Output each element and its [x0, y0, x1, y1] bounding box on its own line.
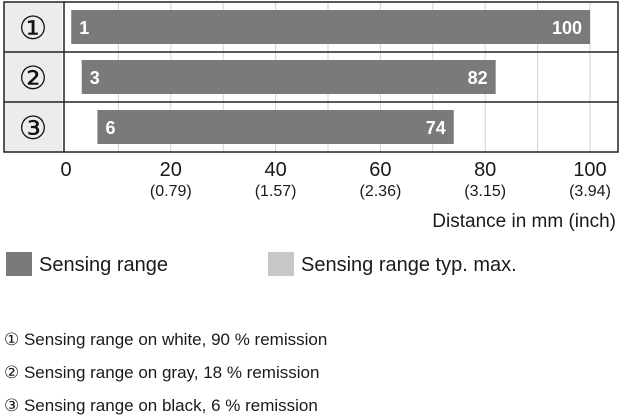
bar-1: [71, 10, 591, 44]
bar-3: [97, 110, 454, 144]
bar-end-label-3: 74: [426, 118, 446, 138]
footnote-white: ① Sensing range on white, 90 % remission: [4, 330, 328, 349]
legend-swatch-2: [268, 252, 294, 276]
bar-start-label-1: 1: [79, 18, 89, 38]
x-tick-label: 20: [160, 159, 182, 181]
x-tick-label: 100: [573, 159, 606, 181]
legend-label-1: Sensing range: [39, 254, 168, 276]
bar-end-label-2: 82: [468, 68, 488, 88]
x-tick-sublabel: (3.94): [569, 183, 611, 200]
x-tick-label: 40: [264, 159, 286, 181]
chart-frame: [3, 1, 619, 153]
row-label-2: ②: [19, 60, 48, 96]
x-tick-sublabel: (1.57): [255, 183, 297, 200]
legend-swatch-1: [6, 252, 32, 276]
x-tick-label: 80: [474, 159, 496, 181]
x-axis-title: Distance in mm (inch): [432, 211, 616, 232]
footnote-gray: ② Sensing range on gray, 18 % remission: [4, 363, 320, 382]
legend-label-2: Sensing range typ. max.: [301, 254, 517, 276]
row-label-1: ①: [19, 10, 48, 46]
row-label-column: [4, 2, 62, 152]
x-tick-label: 60: [369, 159, 391, 181]
bar-2: [81, 60, 496, 94]
x-tick-sublabel: (0.79): [150, 183, 192, 200]
x-tick-sublabel: (2.36): [360, 183, 402, 200]
row-label-3: ③: [19, 110, 48, 146]
bar-start-label-2: 3: [90, 68, 100, 88]
bar-end-label-1: 100: [552, 18, 582, 38]
x-tick-sublabel: (3.15): [464, 183, 506, 200]
footnote-black: ③ Sensing range on black, 6 % remission: [4, 396, 318, 415]
x-tick-label: 0: [60, 159, 71, 181]
bar-start-label-3: 6: [105, 118, 115, 138]
